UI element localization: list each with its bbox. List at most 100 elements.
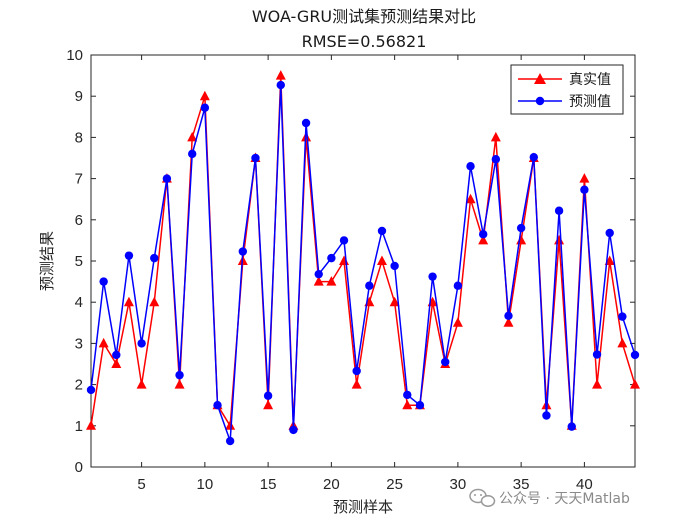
y-tick-label: 10 <box>66 47 83 64</box>
y-tick-label: 7 <box>75 171 83 188</box>
y-tick-label: 3 <box>75 335 83 352</box>
data-point-true <box>389 296 400 307</box>
legend-box <box>510 64 624 115</box>
data-point-true <box>199 90 210 101</box>
data-point-predicted <box>339 236 349 245</box>
x-tick-label: 40 <box>576 476 593 493</box>
data-point-true <box>123 296 134 307</box>
data-point-predicted <box>428 272 437 281</box>
data-point-true <box>98 337 109 348</box>
data-point-predicted <box>99 277 108 286</box>
data-point-true <box>630 379 640 389</box>
data-point-predicted <box>567 422 576 431</box>
data-point-predicted <box>238 247 248 256</box>
y-tick-label: 8 <box>75 129 83 146</box>
data-point-predicted <box>618 312 627 321</box>
data-point-predicted <box>630 350 640 360</box>
data-point-true <box>503 317 514 327</box>
data-point-predicted <box>504 311 513 320</box>
legend-label-pred: 预测值 <box>569 94 611 110</box>
series-line <box>90 84 636 442</box>
x-tick-label: 10 <box>197 476 214 493</box>
y-tick-label: 6 <box>75 212 83 229</box>
data-point-true <box>326 276 337 286</box>
data-point-true <box>136 379 147 389</box>
data-point-predicted <box>478 230 488 239</box>
y-tick-label: 4 <box>75 294 83 311</box>
x-tick-label: 20 <box>323 476 340 493</box>
data-point-predicted <box>403 390 412 400</box>
data-point-predicted <box>327 253 336 263</box>
data-point-predicted <box>542 411 551 420</box>
y-axis-label: 预测结果 <box>38 231 56 291</box>
y-tick-label: 9 <box>75 88 83 105</box>
y-tick-label: 2 <box>75 377 83 394</box>
data-point-predicted <box>529 152 538 162</box>
data-point-true <box>490 131 501 142</box>
data-point-predicted <box>213 401 222 410</box>
data-point-predicted <box>441 357 450 367</box>
data-point-predicted <box>554 206 564 215</box>
data-point-true <box>174 379 185 389</box>
y-tick-label: 0 <box>75 459 83 476</box>
data-point-predicted <box>188 149 197 159</box>
series-predicted <box>86 80 640 446</box>
data-point-predicted <box>592 350 602 359</box>
x-tick-label: 30 <box>450 476 467 493</box>
data-point-predicted <box>137 339 146 348</box>
data-point-predicted <box>150 253 159 263</box>
x-axis-label: 预测样本 <box>333 498 393 516</box>
tick-group: 5 10 15 20 25 30 35 40 0 1 2 3 4 5 6 7 8 9 10 <box>66 47 635 493</box>
data-point-predicted <box>491 155 501 164</box>
chart-subtitle: RMSE=0.56821 <box>302 32 427 51</box>
data-point-true <box>579 173 590 183</box>
data-point-true <box>351 379 362 389</box>
data-point-predicted <box>365 281 374 290</box>
data-point-true <box>376 255 387 265</box>
data-point-predicted <box>289 425 298 435</box>
x-tick-label: 15 <box>260 476 277 493</box>
data-point-true <box>402 399 413 410</box>
data-point-predicted <box>162 174 172 183</box>
data-point-predicted <box>516 223 526 233</box>
series-layer <box>86 70 640 446</box>
data-point-predicted <box>466 162 475 171</box>
data-point-predicted <box>301 118 311 128</box>
data-point-true <box>275 70 286 80</box>
y-tick-label: 5 <box>75 253 83 270</box>
watermark: 公众号 · 天天Matlab <box>469 488 630 507</box>
watermark-text: 公众号 · 天天Matlab <box>499 491 630 507</box>
data-point-true <box>263 399 274 410</box>
legend-marker-true <box>534 73 546 84</box>
chart-title: WOA-GRU测试集预测结果对比 <box>252 7 476 26</box>
data-point-true <box>478 234 489 245</box>
data-point-true <box>452 317 463 327</box>
data-point-predicted <box>390 261 399 271</box>
legend-marker-pred <box>535 96 545 106</box>
data-point-true <box>465 193 476 204</box>
x-tick-label: 25 <box>386 476 403 493</box>
wechat-icon <box>469 488 496 507</box>
data-point-predicted <box>453 281 463 290</box>
data-point-predicted <box>314 269 323 279</box>
data-point-predicted <box>175 370 184 380</box>
data-point-predicted <box>352 366 361 376</box>
data-point-predicted <box>124 251 134 260</box>
data-point-true <box>149 296 160 307</box>
data-point-true <box>617 337 628 348</box>
plot-area <box>90 54 636 468</box>
data-point-predicted <box>580 185 589 194</box>
data-point-true <box>111 358 122 368</box>
data-point-predicted <box>276 80 285 90</box>
data-point-true <box>313 276 324 286</box>
data-point-true <box>86 420 96 430</box>
legend: 真实值 预测值 <box>510 64 624 115</box>
x-tick-label: 35 <box>513 476 530 493</box>
data-point-predicted <box>415 401 425 410</box>
data-point-predicted <box>251 153 260 163</box>
data-point-predicted <box>225 436 235 446</box>
data-point-predicted <box>200 103 210 112</box>
data-point-predicted <box>86 385 96 395</box>
x-tick-label: 5 <box>137 476 145 493</box>
